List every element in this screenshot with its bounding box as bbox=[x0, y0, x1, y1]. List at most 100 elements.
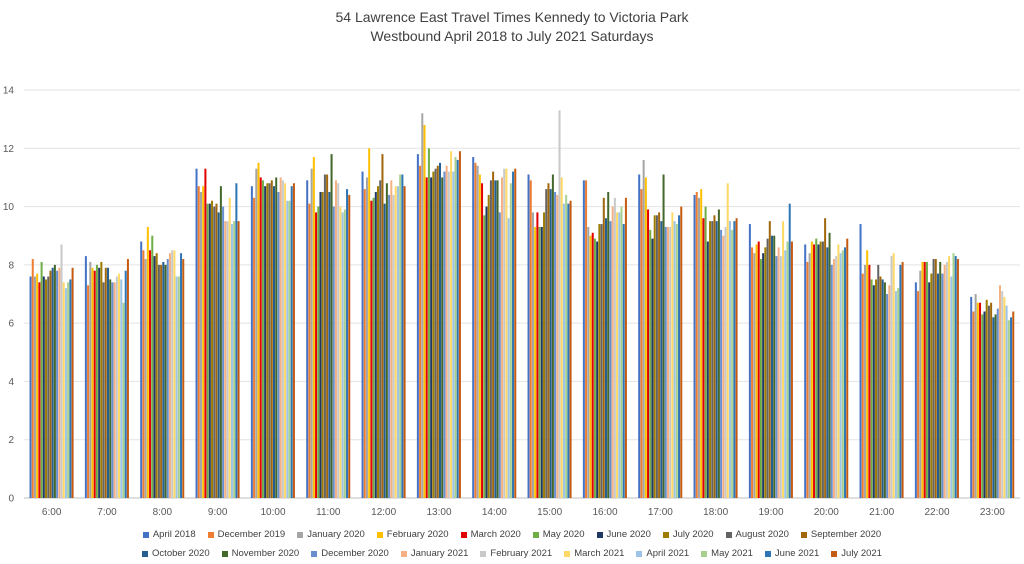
bar bbox=[711, 221, 714, 498]
bar bbox=[735, 218, 738, 499]
bar bbox=[93, 270, 96, 498]
legend-item: March 2021 bbox=[564, 548, 624, 559]
legend-item: August 2020 bbox=[725, 529, 789, 540]
bar bbox=[385, 183, 388, 498]
bar bbox=[146, 226, 149, 498]
bar bbox=[288, 200, 291, 499]
bar bbox=[51, 267, 54, 498]
bar bbox=[899, 264, 902, 498]
bar bbox=[928, 282, 931, 498]
bar bbox=[250, 186, 253, 499]
bar bbox=[102, 282, 105, 498]
bar bbox=[779, 256, 782, 498]
bar bbox=[273, 186, 276, 499]
bar bbox=[47, 276, 50, 498]
x-tick-label: 10:00 bbox=[260, 507, 285, 518]
x-tick-label: 11:00 bbox=[316, 507, 341, 518]
legend-item: October 2020 bbox=[142, 548, 210, 559]
bar bbox=[454, 157, 457, 498]
bar bbox=[498, 212, 501, 498]
bar bbox=[556, 194, 559, 498]
y-tick-label: 8 bbox=[8, 260, 14, 271]
bar bbox=[892, 253, 895, 498]
bar bbox=[109, 279, 112, 498]
bar bbox=[717, 209, 720, 499]
bar bbox=[894, 291, 897, 498]
bar bbox=[91, 267, 94, 498]
bar bbox=[383, 203, 386, 498]
bar bbox=[948, 256, 951, 498]
bar bbox=[339, 206, 342, 498]
bar bbox=[62, 282, 65, 498]
bar bbox=[171, 250, 174, 498]
bar bbox=[49, 270, 52, 498]
bar bbox=[361, 171, 364, 498]
bar bbox=[651, 238, 654, 498]
bar bbox=[569, 200, 572, 499]
x-tick-label: 6:00 bbox=[42, 507, 62, 518]
bar bbox=[647, 209, 650, 499]
bar bbox=[934, 259, 937, 498]
bar bbox=[673, 221, 676, 498]
bar bbox=[764, 247, 767, 498]
bar bbox=[952, 253, 955, 498]
bar bbox=[153, 256, 156, 498]
bar bbox=[543, 212, 546, 498]
bar bbox=[883, 282, 886, 498]
legend-swatch bbox=[564, 550, 571, 557]
legend-label: August 2020 bbox=[735, 529, 789, 540]
bar bbox=[228, 197, 231, 498]
bar bbox=[611, 206, 614, 498]
bar bbox=[124, 270, 127, 498]
bar bbox=[396, 186, 399, 499]
bar bbox=[589, 235, 592, 498]
bar bbox=[558, 110, 561, 499]
bar bbox=[38, 282, 41, 498]
bar bbox=[881, 279, 884, 498]
bar bbox=[111, 282, 114, 498]
bar bbox=[259, 177, 262, 498]
bar bbox=[157, 264, 160, 498]
legend-label: May 2020 bbox=[542, 529, 585, 540]
chart-title: 54 Lawrence East Travel Times Kennedy to… bbox=[335, 9, 689, 25]
bar bbox=[919, 270, 922, 498]
bar bbox=[456, 159, 459, 498]
bar bbox=[609, 221, 612, 498]
bar bbox=[624, 197, 627, 498]
bar bbox=[292, 183, 295, 498]
legend-item: February 2020 bbox=[376, 529, 449, 540]
bar bbox=[979, 302, 982, 498]
bar bbox=[819, 241, 822, 499]
bar bbox=[970, 296, 973, 498]
legend-row-1: April 2018 December 2019 January 2020 Febru… bbox=[0, 529, 1024, 540]
bar bbox=[950, 276, 953, 498]
bar bbox=[655, 215, 658, 498]
bar bbox=[394, 186, 397, 499]
bar bbox=[281, 180, 284, 498]
bar bbox=[208, 203, 211, 498]
bar bbox=[202, 186, 205, 499]
legend-swatch bbox=[532, 531, 539, 538]
legend-label: January 2020 bbox=[307, 529, 365, 540]
bar bbox=[923, 261, 926, 498]
bar bbox=[235, 183, 238, 498]
bar bbox=[162, 261, 165, 498]
bar bbox=[113, 282, 116, 498]
bar bbox=[775, 256, 778, 498]
bar bbox=[476, 165, 479, 498]
bar bbox=[423, 124, 426, 498]
bar bbox=[917, 291, 920, 498]
bar bbox=[512, 171, 515, 498]
bar bbox=[346, 189, 349, 498]
bar bbox=[551, 174, 554, 498]
x-tick-label: 12:00 bbox=[371, 507, 396, 518]
bar bbox=[560, 177, 563, 498]
bar bbox=[675, 224, 678, 498]
bar bbox=[217, 212, 220, 498]
bar bbox=[527, 174, 530, 498]
bar bbox=[841, 250, 844, 498]
legend-label: April 2021 bbox=[646, 548, 690, 559]
bar bbox=[702, 218, 705, 499]
legend-swatch bbox=[701, 550, 708, 557]
legend-swatch bbox=[297, 531, 304, 538]
